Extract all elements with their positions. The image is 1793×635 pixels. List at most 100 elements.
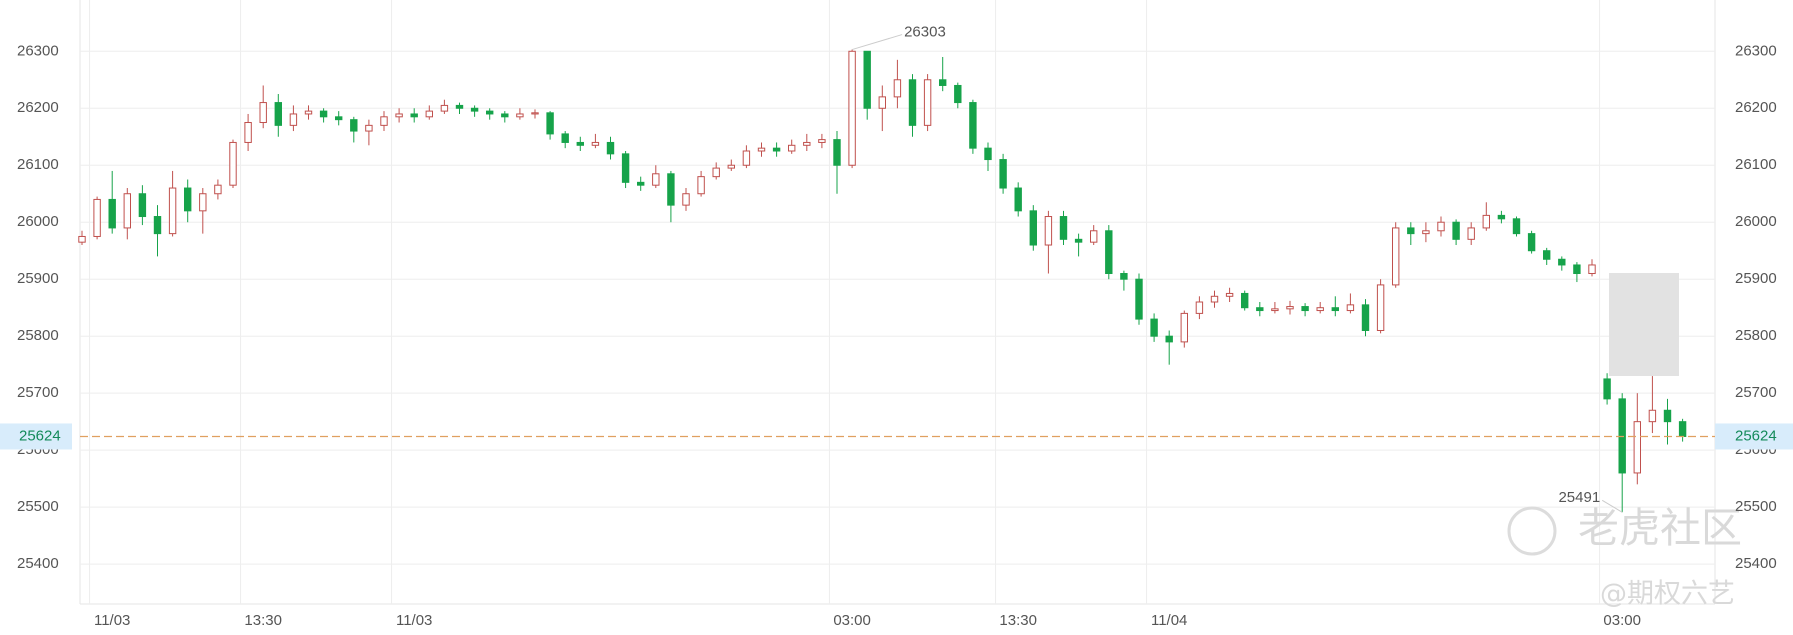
candle-body: [199, 193, 207, 212]
candle-body: [516, 113, 524, 118]
candle-body: [1210, 295, 1219, 303]
candle-body: [923, 79, 932, 126]
x-tick-label: 13:30: [244, 612, 282, 629]
x-tick-label: 13:30: [999, 612, 1037, 629]
candle-body: [410, 113, 418, 118]
candle-body: [576, 141, 584, 146]
candle-body: [1135, 278, 1143, 320]
candle-body: [1195, 301, 1204, 314]
annotation-leader: [1601, 499, 1623, 513]
candle-body: [878, 96, 886, 109]
candle-body: [1588, 264, 1596, 275]
y-tick-label: 25400: [1735, 555, 1777, 572]
x-tick-label: 11/03: [94, 612, 130, 629]
candle-body: [742, 150, 751, 166]
candle-body: [848, 50, 856, 166]
candle-body: [788, 144, 796, 152]
candle-body: [1512, 218, 1521, 235]
y-tick-label: 26100: [1735, 156, 1777, 173]
candle-body: [591, 141, 600, 146]
x-tick-label: 11/03: [396, 612, 432, 629]
candle-body: [1286, 306, 1294, 310]
watermark: @期权六艺: [1600, 579, 1735, 610]
candle-body: [1256, 307, 1264, 312]
candle-body: [304, 110, 313, 115]
last-price-label: 25624: [1735, 427, 1777, 444]
candle-body: [123, 193, 131, 229]
annotation-leader: [851, 34, 903, 51]
candle-body: [727, 164, 735, 169]
watermark-logo: [1507, 506, 1557, 556]
candle-body: [893, 79, 902, 98]
y-tick-label: 26300: [17, 42, 59, 59]
candle-body: [425, 110, 434, 118]
candle-body: [863, 50, 871, 109]
candle-body: [153, 216, 162, 235]
candle-body: [1014, 187, 1022, 212]
candle-body: [1437, 221, 1445, 232]
candle-body: [561, 133, 569, 143]
candle-body: [1648, 409, 1657, 423]
candle-body: [984, 147, 992, 161]
candle-body: [470, 107, 479, 112]
candle-body: [682, 193, 690, 206]
candle-body: [757, 147, 766, 152]
candle-body: [1543, 250, 1551, 260]
candle-body: [1482, 214, 1490, 229]
candle-body: [772, 147, 781, 152]
candle-body: [440, 104, 449, 112]
candle-body: [1105, 230, 1113, 275]
candle-body: [1376, 284, 1385, 331]
candle-body: [531, 112, 539, 115]
y-tick-label: 26200: [17, 99, 59, 116]
plot: [79, 0, 1716, 605]
y-tick-label: 25500: [17, 498, 59, 515]
candle-body: [1074, 238, 1083, 243]
candle-body: [319, 110, 328, 118]
candle-body: [380, 116, 388, 126]
candle-body: [350, 119, 358, 132]
candle-body: [365, 124, 373, 132]
candle-body: [969, 102, 977, 149]
candle-body: [954, 84, 962, 104]
y-tick-label: 25800: [17, 327, 59, 344]
y-tick-label: 26100: [17, 156, 59, 173]
candle-body: [697, 176, 705, 195]
candle-body: [1407, 227, 1415, 235]
candle-body: [1527, 233, 1536, 252]
candle-body: [259, 102, 267, 124]
y-tick-label: 25500: [1735, 498, 1777, 515]
candle-body: [833, 139, 841, 166]
candle-body: [818, 139, 826, 143]
y-tick-label: 25800: [1735, 327, 1777, 344]
candle-body: [1241, 292, 1249, 309]
gap-box: [1609, 273, 1679, 376]
candle-body: [546, 112, 554, 135]
candle-body: [501, 113, 509, 118]
candle-body: [1663, 409, 1672, 423]
candle-body: [486, 110, 494, 115]
candle-body: [93, 198, 101, 237]
y-tick-label: 25700: [1735, 384, 1777, 401]
candle-body: [138, 193, 147, 218]
candle-body: [229, 141, 237, 186]
candle-body: [712, 167, 720, 178]
candle-body: [274, 102, 283, 126]
candle-body: [1301, 306, 1309, 312]
candle-body: [1120, 273, 1128, 280]
candle-body: [1633, 421, 1641, 474]
y-tick-label: 25400: [17, 555, 59, 572]
candle-body: [637, 181, 645, 186]
candle-body: [455, 104, 464, 109]
y-tick-label: 25900: [17, 270, 59, 287]
y-tick-label: 26000: [1735, 213, 1777, 230]
candle-body: [1316, 307, 1324, 312]
candle-body: [1452, 221, 1460, 240]
candle-body: [1271, 308, 1279, 312]
y-tick-label: 26000: [17, 213, 59, 230]
candle-body: [184, 187, 192, 212]
watermark: 老虎社区: [1578, 504, 1742, 552]
annotation: 25491: [1558, 489, 1600, 506]
y-tick-label: 26300: [1735, 42, 1777, 59]
